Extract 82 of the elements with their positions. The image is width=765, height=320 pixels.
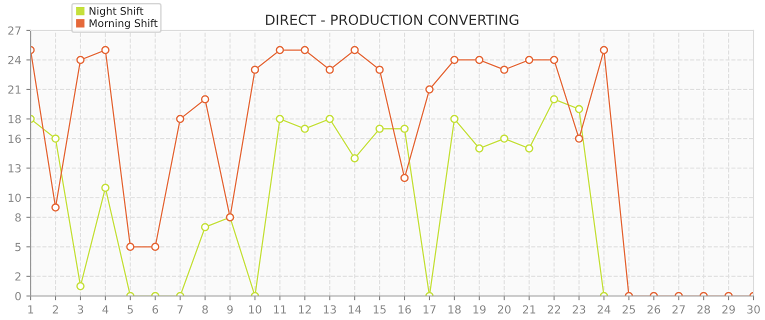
point (375, 66, 384, 74)
y-tick-label: 8 (15, 213, 21, 222)
x-tick-label: 6 (152, 305, 158, 314)
point (76, 56, 85, 64)
y-tick-label: 21 (8, 85, 21, 94)
point (300, 46, 309, 54)
y-tick-label: 5 (15, 242, 21, 252)
point (525, 56, 534, 64)
point (326, 114, 334, 124)
x-tick-label: 19 (473, 305, 486, 314)
point (450, 114, 459, 124)
y-tick-label: 2 (15, 272, 20, 281)
x-tick-label: 5 (128, 305, 133, 314)
x-tick-label: 11 (274, 305, 286, 314)
point (51, 134, 60, 143)
x-tick-label: 9 (227, 305, 233, 314)
point (51, 203, 60, 212)
x-tick-label: 24 (598, 305, 610, 314)
point (475, 144, 484, 153)
x-tick-label: 26 (648, 305, 660, 314)
x-tick-label: 16 (398, 305, 411, 314)
x-tick-label: 29 (722, 305, 735, 314)
point (151, 242, 160, 251)
x-tick-label: 18 (448, 305, 461, 314)
point (574, 134, 584, 143)
x-tick-label: 12 (298, 305, 311, 314)
x-tick-label: 13 (324, 305, 336, 314)
x-tick-label: 15 (374, 305, 386, 314)
x-tick-label: 3 (78, 305, 84, 314)
point (326, 66, 334, 74)
point (574, 104, 584, 114)
x-tick-label: 27 (672, 305, 685, 314)
point (276, 114, 284, 124)
y-tick-label: 13 (8, 164, 21, 172)
point (525, 144, 534, 153)
x-tick-label: 7 (178, 305, 183, 314)
point (101, 184, 110, 192)
x-tick-label: 2 (52, 305, 58, 314)
point (200, 222, 210, 232)
x-tick-label: 21 (522, 305, 536, 314)
x-tick-label: 8 (202, 305, 208, 314)
point (550, 95, 558, 104)
y-tick-label: 24 (8, 56, 21, 64)
point (300, 124, 309, 133)
x-tick-label: 22 (548, 305, 560, 314)
point (500, 134, 508, 143)
point (250, 66, 260, 74)
y-tick-label: 27 (8, 26, 21, 35)
point (400, 124, 409, 133)
point (500, 66, 508, 74)
point (176, 114, 184, 124)
y-tick-label: 0 (15, 292, 21, 300)
chart-title: DIRECT - PRODUCTION CONVERTING (266, 14, 518, 26)
x-tick-label: 17 (424, 305, 436, 314)
point (425, 85, 434, 94)
y-tick-label: 16 (8, 134, 21, 143)
x-tick-label: 28 (697, 305, 710, 314)
legend-label: Night Shift (90, 6, 144, 17)
x-tick-label: 20 (498, 305, 511, 314)
point (101, 46, 110, 54)
point (76, 282, 85, 290)
x-tick-label: 25 (622, 305, 635, 314)
point (126, 242, 134, 251)
y-tick-label: 10 (8, 194, 21, 202)
x-tick-label: 1 (28, 305, 34, 314)
x-tick-label: 23 (572, 305, 586, 314)
point (350, 154, 359, 162)
point (600, 46, 608, 54)
point (200, 95, 210, 104)
point (475, 56, 484, 64)
x-tick-label: 10 (249, 305, 262, 314)
legend-label: Morning Shift (90, 19, 158, 30)
point (450, 56, 459, 64)
x-tick-label: 14 (348, 305, 362, 314)
point (276, 46, 284, 54)
point (550, 56, 558, 64)
point (400, 174, 409, 182)
point (375, 124, 384, 133)
point (350, 46, 359, 54)
x-tick-label: 30 (747, 305, 760, 314)
y-tick-label: 18 (8, 114, 21, 124)
x-tick-label: 4 (102, 305, 108, 314)
